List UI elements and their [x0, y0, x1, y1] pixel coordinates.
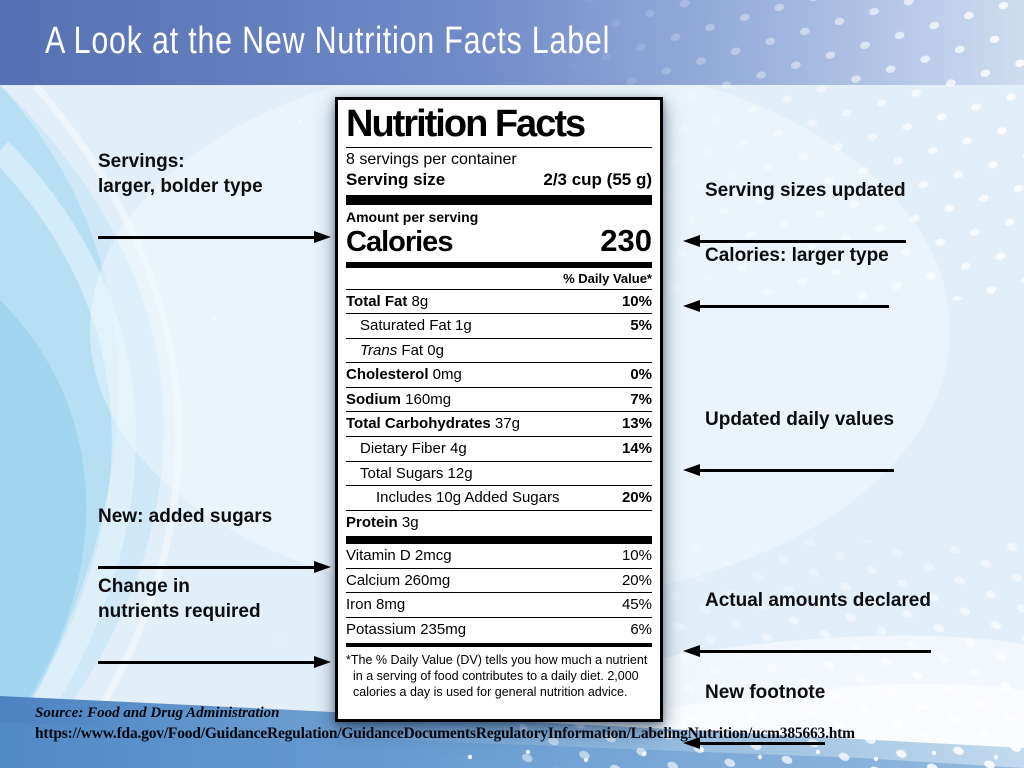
nutrient-rows: Total Fat 8g 10% Saturated Fat 1g 5% Trans F… — [346, 288, 652, 535]
annotation-servings: Servings: larger, bolder type — [98, 124, 331, 269]
nutrient-name: Total Carbohydrates 37g — [346, 415, 520, 433]
nutrient-dv: 5% — [630, 317, 652, 335]
vitamin-dv: 6% — [630, 620, 652, 638]
nutrient-name: Includes 10g Added Sugars — [376, 489, 560, 507]
annotation-text: Calories: larger type — [705, 245, 889, 267]
nutrient-name: Total Sugars 12g — [360, 464, 473, 482]
annotation-text: New footnote — [705, 682, 826, 704]
nutrient-row: Cholesterol 0mg 0% — [346, 362, 652, 387]
right-arrow-icon — [98, 560, 331, 574]
calories-value: 230 — [600, 222, 652, 258]
nutrient-name: Sodium 160mg — [346, 390, 452, 408]
right-arrow-icon — [98, 230, 331, 244]
daily-value-header: % Daily Value* — [563, 270, 652, 286]
nutrition-facts-label: Nutrition Facts 8 servings per container… — [335, 97, 663, 722]
left-arrow-icon — [683, 299, 889, 313]
calories-row: Calories 230 — [346, 223, 652, 259]
annotation-text: New: added sugars — [98, 506, 273, 528]
nutrient-dv: 20% — [621, 489, 652, 507]
vitamin-name: Vitamin D 2mcg — [346, 547, 452, 565]
annotation-calories: Calories: larger type — [683, 218, 889, 338]
medium-divider — [346, 261, 652, 268]
annotation-text: Actual amounts declared — [705, 590, 931, 612]
left-arrow-icon — [683, 736, 826, 750]
annotation-actual-amounts: Actual amounts declared — [683, 563, 931, 683]
serving-size-label: Serving size — [346, 169, 446, 189]
nutrient-name: Cholesterol 0mg — [346, 366, 462, 384]
nutrient-name: Trans Fat 0g — [360, 341, 444, 359]
label-title: Nutrition Facts — [346, 105, 652, 148]
servings-per-container: 8 servings per container — [346, 150, 517, 168]
vitamin-rows: Vitamin D 2mcg 10% Calcium 260mg 20% Iron 8m… — [346, 544, 652, 641]
nutrient-dv: 10% — [621, 292, 652, 310]
vitamin-name: Iron 8mg — [346, 596, 406, 614]
annotation-text: Servings: larger, bolder type — [98, 151, 263, 198]
thick-divider — [346, 194, 652, 205]
left-arrow-icon — [683, 644, 931, 658]
label-footnote: *The % Daily Value (DV) tells you how mu… — [346, 653, 648, 700]
annotation-text: Change in nutrients required — [98, 576, 261, 623]
nutrient-row: Saturated Fat 1g 5% — [346, 313, 652, 338]
nutrient-row: Dietary Fiber 4g 14% — [346, 436, 652, 461]
left-arrow-icon — [683, 234, 906, 248]
vitamin-row: Vitamin D 2mcg 10% — [346, 544, 652, 568]
source-block: Source: Food and Drug Administration htt… — [35, 705, 855, 743]
annotation-new-footnote: New footnote — [683, 655, 826, 768]
serving-size-value: 2/3 cup (55 g) — [543, 169, 652, 189]
nutrient-row: Protein 3g — [346, 509, 652, 535]
nutrient-row: Total Fat 8g 10% — [346, 288, 652, 314]
nutrient-row: Total Carbohydrates 37g 13% — [346, 411, 652, 436]
annotation-text: Serving sizes updated — [705, 180, 906, 202]
annotation-daily-values: Updated daily values — [683, 382, 895, 502]
serving-size-row: Serving size 2/3 cup (55 g) — [346, 170, 652, 190]
left-arrow-icon — [683, 463, 895, 477]
amount-per-serving: Amount per serving — [346, 208, 479, 225]
vitamin-dv: 45% — [621, 596, 652, 614]
nutrient-row: Sodium 160mg 7% — [346, 386, 652, 412]
nutrient-dv: 14% — [621, 440, 652, 458]
medium-divider — [346, 643, 652, 648]
vitamin-dv: 20% — [621, 571, 652, 589]
vitamin-row: Potassium 235mg 6% — [346, 616, 652, 642]
nutrient-row: Includes 10g Added Sugars 20% — [346, 485, 652, 510]
nutrient-name: Total Fat 8g — [346, 292, 429, 310]
annotation-nutrients-required: Change in nutrients required — [98, 549, 331, 694]
thick-divider — [346, 536, 652, 545]
vitamin-name: Potassium 235mg — [346, 620, 467, 638]
right-arrow-icon — [98, 655, 331, 669]
nutrient-row: Trans Fat 0g — [346, 337, 652, 363]
annotation-serving-sizes: Serving sizes updated — [683, 153, 906, 273]
nutrient-dv: 7% — [630, 390, 652, 408]
page-title: A Look at the New Nutrition Facts Label — [45, 20, 611, 62]
nutrient-name: Dietary Fiber 4g — [360, 440, 467, 458]
calories-label: Calories — [346, 225, 453, 258]
annotation-text: Updated daily values — [705, 409, 895, 431]
source-label: Source: Food and Drug Administration — [35, 705, 280, 721]
annotation-added-sugars: New: added sugars — [98, 479, 331, 599]
vitamin-row: Calcium 260mg 20% — [346, 567, 652, 593]
nutrient-dv: 0% — [630, 366, 652, 384]
vitamin-name: Calcium 260mg — [346, 571, 451, 589]
nutrient-name: Protein 3g — [346, 513, 419, 531]
source-url: https://www.fda.gov/Food/GuidanceRegulat… — [35, 725, 855, 742]
nutrient-dv: 13% — [621, 415, 652, 433]
vitamin-dv: 10% — [621, 547, 652, 565]
nutrient-name: Saturated Fat 1g — [360, 317, 472, 335]
vitamin-row: Iron 8mg 45% — [346, 592, 652, 617]
nutrient-row: Total Sugars 12g — [346, 460, 652, 486]
